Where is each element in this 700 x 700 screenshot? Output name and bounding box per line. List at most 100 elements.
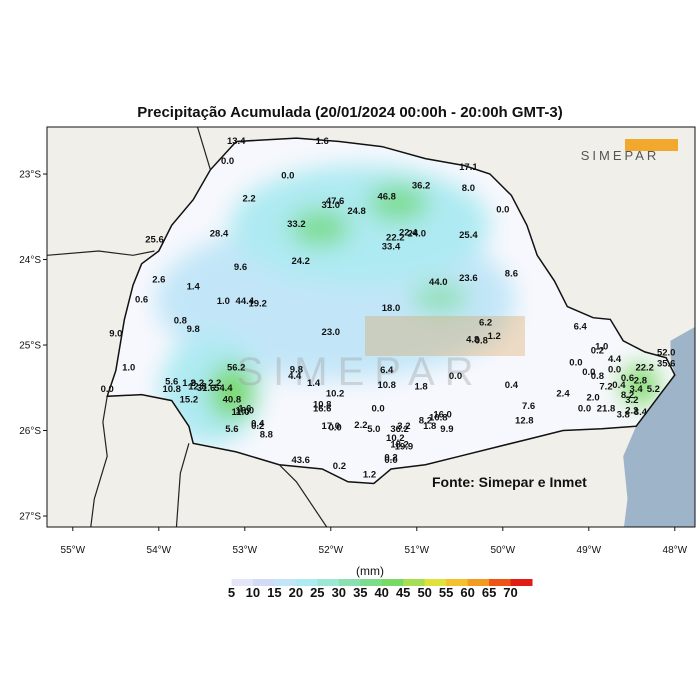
colorbar-swatch: [381, 579, 404, 586]
station-value: 0.0: [569, 358, 582, 369]
colorbar-swatch: [467, 579, 490, 586]
rain-core-west: [210, 364, 254, 420]
station-value: 19.9: [395, 441, 414, 452]
colorbar-label: 70: [503, 585, 517, 600]
station-value: 0.0: [496, 205, 509, 216]
station-value: 2.0: [586, 393, 599, 404]
rain-core-east: [412, 284, 468, 312]
station-value: 1.8: [414, 382, 427, 393]
station-value: 10.8: [377, 380, 396, 391]
station-value: 0.0: [384, 455, 397, 466]
station-value: 5.6: [165, 376, 178, 387]
station-value: 11.0: [232, 407, 250, 418]
colorbar-label: 40: [374, 585, 388, 600]
simepar-logo: SIMEPAR: [581, 139, 678, 163]
station-value: 1.2: [363, 470, 376, 481]
station-value: 13.4: [227, 136, 246, 147]
station-value: 36.2: [412, 181, 431, 192]
lon-label: 48°W: [663, 545, 688, 556]
station-value: 54.4: [214, 383, 233, 394]
station-value: 6.4: [574, 322, 588, 333]
station-value: 5.0: [367, 424, 380, 435]
station-value: 0.0: [582, 367, 595, 378]
colorbar-label: 15: [267, 585, 281, 600]
station-value: 1.0: [122, 363, 135, 374]
colorbar-label: 10: [246, 585, 260, 600]
rain-core-coast: [622, 365, 658, 405]
colorbar-swatch: [210, 579, 232, 586]
colorbar-label: 20: [289, 585, 303, 600]
station-value: 16.0: [433, 410, 452, 421]
station-value: 9.0: [109, 329, 122, 340]
station-value: 8.8: [260, 429, 273, 440]
station-value: 24.8: [347, 206, 366, 217]
station-value: 8.0: [462, 183, 475, 194]
colorbar-swatch: [252, 579, 275, 586]
lat-label: 27°S: [19, 512, 41, 523]
station-value: 10.8: [162, 384, 181, 395]
watermark-mark: [365, 316, 525, 356]
colorbar: (mm) 5 10 15 20 25 30 35 40 45 50 55 60 65 70: [210, 564, 533, 600]
station-value: 0.4: [505, 380, 519, 391]
station-value: 35.6: [657, 358, 676, 369]
station-value: 0.0: [371, 404, 384, 415]
lon-label: 50°W: [491, 545, 516, 556]
colorbar-swatch: [510, 579, 533, 586]
lon-label: 52°W: [319, 545, 344, 556]
station-value: 3.4: [629, 384, 643, 395]
station-value: 56.2: [227, 363, 246, 374]
colorbar-swatch: [295, 579, 318, 586]
station-value: 1.2: [488, 331, 501, 342]
border-argentina: [175, 443, 190, 527]
station-value: 1.8: [423, 421, 436, 432]
colorbar-swatch: [231, 579, 254, 586]
station-value: 17.0: [322, 421, 341, 432]
parana-border: [106, 137, 676, 485]
station-value: 31.6: [197, 383, 216, 394]
station-value: 0.6: [135, 294, 148, 305]
lat-label: 26°S: [19, 426, 41, 437]
station-value: 36.2: [390, 424, 409, 435]
station-value: 10.2: [326, 388, 345, 399]
lon-label: 51°W: [405, 545, 430, 556]
colorbar-swatch: [489, 579, 512, 586]
longitude-axis: 55°W 54°W 53°W 52°W 51°W 50°W 49°W 48°W: [61, 527, 688, 556]
station-value: 1.4: [187, 282, 201, 293]
station-value: 12.8: [188, 382, 207, 393]
station-value: 2.8: [634, 376, 647, 387]
station-value: 6.4: [380, 365, 394, 376]
lat-label: 24°S: [19, 255, 41, 266]
colorbar-swatches: [210, 579, 533, 586]
colorbar-swatch: [274, 579, 297, 586]
colorbar-swatch: [360, 579, 383, 586]
station-value: 9.8: [290, 364, 303, 375]
station-value: 24.2: [291, 256, 310, 267]
station-value: 7.2: [599, 382, 612, 393]
station-value: 0.4: [612, 380, 626, 391]
station-value: 4.4: [608, 354, 622, 365]
colorbar-unit: (mm): [356, 564, 384, 578]
station-value: 23.0: [322, 327, 341, 338]
station-value: 21.8: [597, 404, 616, 415]
station-value: 3.4: [634, 407, 648, 418]
colorbar-label: 45: [396, 585, 410, 600]
station-value: 1.0: [217, 296, 230, 307]
station-value: 28.4: [210, 228, 229, 239]
station-value: 47.6: [326, 196, 345, 207]
station-value: 2.2: [625, 405, 638, 416]
station-value: 10.8: [313, 399, 332, 410]
station-value: 0.0: [221, 156, 234, 167]
station-value: 2.4: [556, 388, 570, 399]
station-value: 9.9: [440, 424, 453, 435]
source-label: Fonte: Simepar e Inmet: [432, 474, 587, 490]
station-value: 1.6: [238, 404, 251, 415]
border-santa-catarina: [278, 464, 328, 527]
station-value: 22.2: [386, 233, 405, 244]
ocean: [623, 326, 695, 527]
station-value: 18.0: [382, 303, 401, 314]
station-value: 18.2: [390, 440, 409, 451]
station-value: 10.2: [386, 433, 405, 444]
station-value: 3.2: [625, 395, 638, 406]
station-value: 46.8: [377, 192, 396, 203]
lon-label: 53°W: [233, 545, 258, 556]
